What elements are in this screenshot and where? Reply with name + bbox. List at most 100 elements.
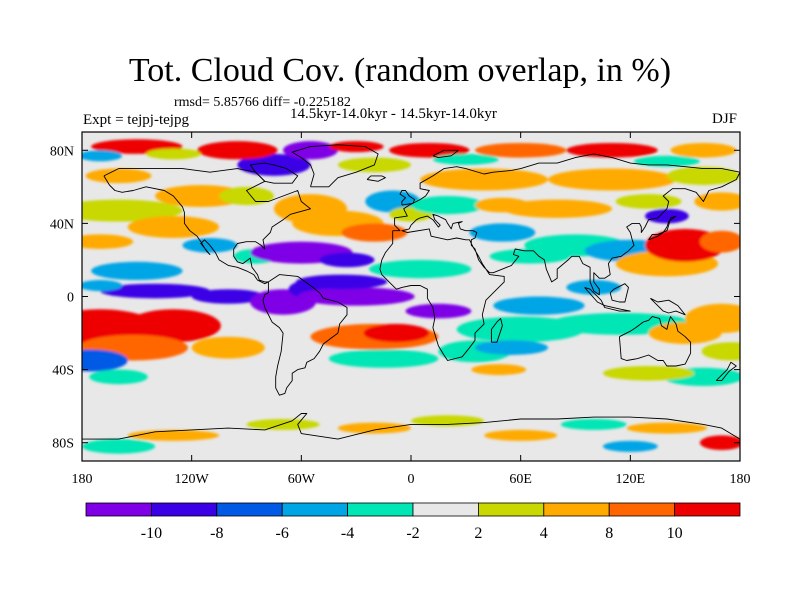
anomaly-region xyxy=(89,369,148,385)
anomaly-region xyxy=(297,287,415,306)
greenland-outline xyxy=(291,144,379,188)
lon-tick-label: 180 xyxy=(730,472,751,487)
anomaly-region xyxy=(685,303,740,334)
anomaly-region xyxy=(420,168,549,191)
colorbar-bin xyxy=(347,502,414,517)
anomaly-region xyxy=(85,168,152,184)
colorbar-label: 2 xyxy=(474,525,482,542)
colorbar-bin xyxy=(543,502,610,517)
anomaly-region xyxy=(246,418,320,430)
anomaly-region xyxy=(100,283,210,299)
anomaly-region xyxy=(389,142,470,158)
anomaly-region xyxy=(432,153,499,165)
anomaly-region xyxy=(127,429,220,441)
anomaly-region xyxy=(699,230,740,253)
colorbar-bin xyxy=(281,502,349,517)
anomaly-region xyxy=(602,440,658,452)
eurasia-africa-outline xyxy=(379,153,740,361)
colorbar-label: -10 xyxy=(141,525,162,542)
colorbar-bin xyxy=(608,502,676,517)
anomaly-region xyxy=(82,280,123,292)
colorbar-label: 4 xyxy=(540,525,548,542)
north-america-outline xyxy=(103,168,311,285)
anomaly-field xyxy=(82,139,740,454)
colorbar-label: -2 xyxy=(406,525,419,542)
anomaly-region xyxy=(82,439,156,454)
lon-tick-label: 60E xyxy=(509,472,532,487)
colorbar-bin xyxy=(674,502,741,517)
lon-tick-label: 120E xyxy=(616,472,646,487)
lon-tick-label: 120W xyxy=(175,472,210,487)
colorbar-bin xyxy=(216,502,283,517)
anomaly-region xyxy=(489,248,571,264)
lon-tick-label: 180 xyxy=(72,472,93,487)
anomaly-region xyxy=(91,261,183,281)
figure-title: Tot. Cloud Cov. (random overlap, in %) xyxy=(128,52,672,89)
anomaly-region xyxy=(626,422,708,434)
antarctica-outline xyxy=(82,413,740,440)
colorbar-bin xyxy=(150,502,218,517)
latitude-axis: 80N 40N 0 40S 80S xyxy=(50,144,740,452)
anomaly-region xyxy=(191,336,265,359)
stats-line: rmsd= 5.85766 diff= -0.225182 xyxy=(174,95,351,110)
colorbar-bin xyxy=(477,502,545,517)
anomaly-region xyxy=(125,309,221,343)
anomaly-region xyxy=(670,142,737,158)
colorbar-label: -4 xyxy=(341,525,354,542)
season-label: DJF xyxy=(712,111,738,127)
anomaly-region xyxy=(82,234,134,249)
svalbard-outline xyxy=(432,149,459,159)
anomaly-region xyxy=(405,303,472,319)
lon-tick-label: 60W xyxy=(288,472,316,487)
anomaly-region xyxy=(469,223,536,242)
south-america-outline xyxy=(262,274,348,396)
anomaly-region xyxy=(82,349,128,372)
anomaly-region xyxy=(644,208,689,224)
borneo-outline xyxy=(609,283,629,303)
anomaly-region xyxy=(560,418,627,430)
new-zealand-outline xyxy=(715,361,737,382)
iceland-outline xyxy=(366,175,386,182)
anomaly-region xyxy=(493,296,585,315)
colorbar-bin xyxy=(85,502,152,517)
anomaly-region xyxy=(82,150,123,162)
anomaly-region xyxy=(471,364,527,376)
anomaly-region xyxy=(337,422,412,434)
anomaly-region xyxy=(363,323,430,343)
anomaly-region xyxy=(295,274,388,290)
colorbar-label: 8 xyxy=(605,525,613,542)
anomaly-region xyxy=(82,199,183,222)
anomaly-region xyxy=(474,340,549,355)
anomaly-region xyxy=(602,365,695,381)
madagascar-outline xyxy=(490,317,503,343)
coastlines xyxy=(82,144,740,440)
anomaly-region xyxy=(633,155,700,167)
lon-tick-label: 0 xyxy=(408,472,415,487)
longitude-axis: 180 120W 60W 0 60E 120E 180 xyxy=(72,132,751,487)
anomaly-region xyxy=(411,195,485,215)
australia-outline xyxy=(618,316,692,367)
colorbar-bin xyxy=(412,502,479,517)
anomaly-region xyxy=(219,186,274,206)
anomaly-region xyxy=(694,192,740,211)
anomaly-region xyxy=(699,435,740,451)
anomaly-region xyxy=(566,142,658,158)
lat-tick-label: 40N xyxy=(50,217,74,232)
anomaly-region xyxy=(191,289,265,304)
anomaly-region xyxy=(566,280,622,295)
anomaly-region xyxy=(328,349,439,368)
colorbar: -10 -8 -6 -4 -2 2 4 8 10 xyxy=(85,502,741,542)
anomaly-region xyxy=(666,166,740,186)
new-guinea-outline xyxy=(650,297,686,316)
period-label: 14.5kyr-14.0kyr - 14.5kyr-14.0kyr xyxy=(290,106,497,122)
anomaly-region xyxy=(701,342,740,361)
anomaly-region xyxy=(283,141,338,160)
anomaly-region xyxy=(615,194,682,209)
anomaly-region xyxy=(474,142,567,158)
uk-outline xyxy=(399,190,416,206)
colorbar-label: -6 xyxy=(276,525,289,542)
anomaly-region xyxy=(484,429,558,441)
colorbar-label: -8 xyxy=(210,525,223,542)
colorbar-label: 10 xyxy=(667,525,683,542)
